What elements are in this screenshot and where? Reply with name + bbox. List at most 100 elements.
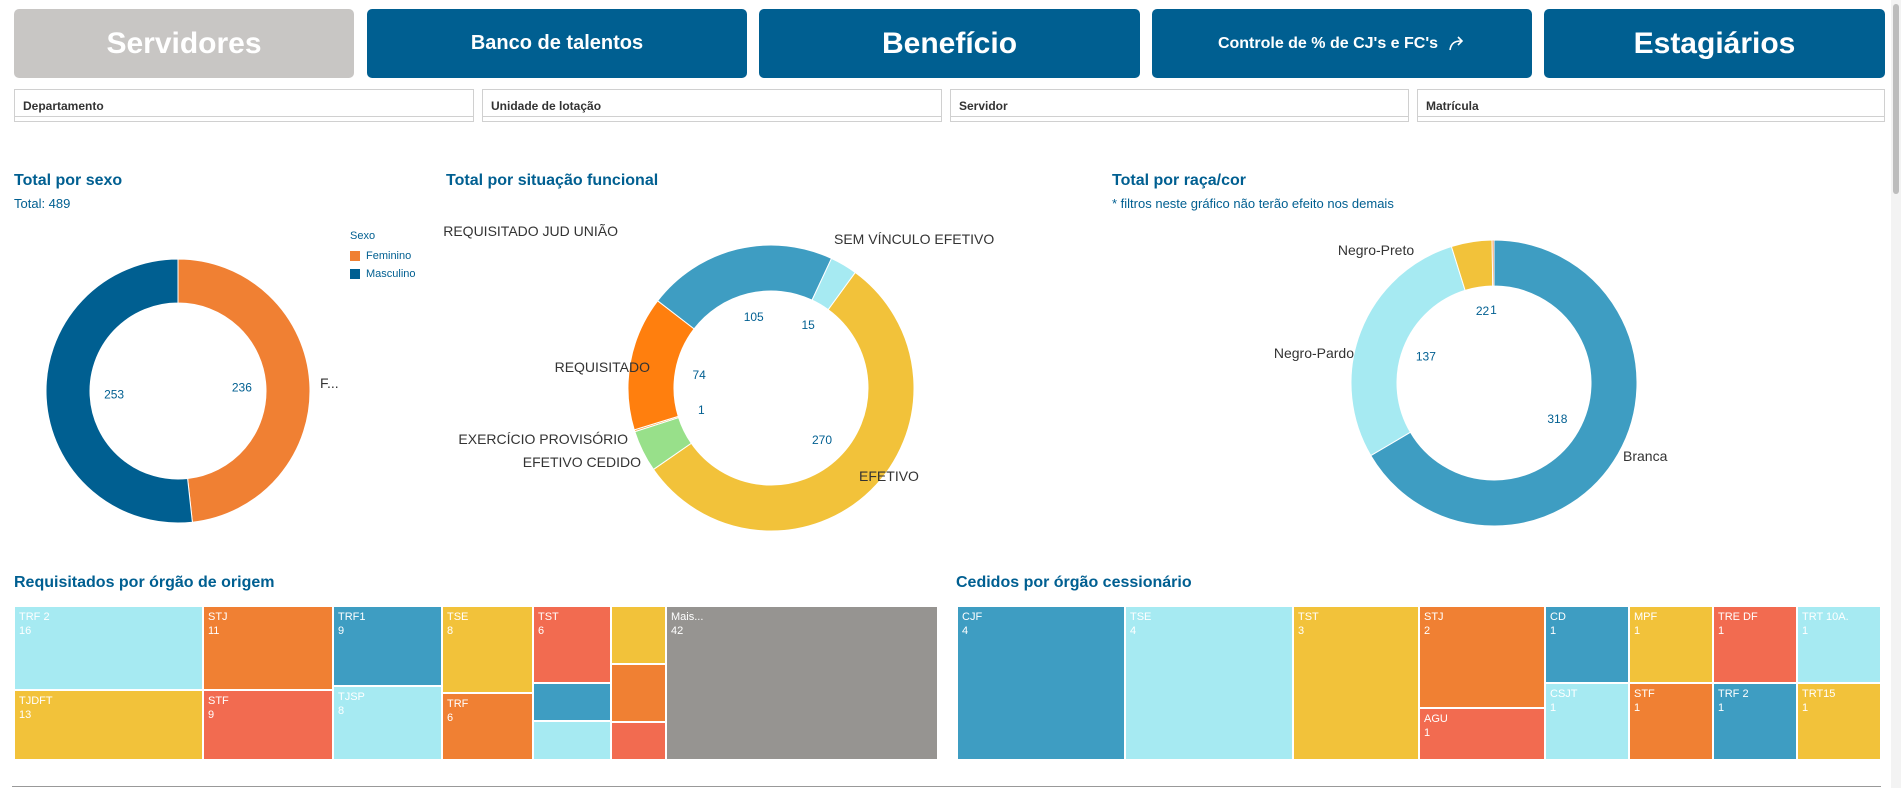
treemap-cell-item-13[interactable] bbox=[611, 722, 666, 760]
treemap-cell-trf-2[interactable]: TRF 2 1 bbox=[1713, 683, 1797, 760]
raca-donut-chart[interactable]: 318 Branca 137 Negro-Pardo 22 Negro-Preto 1 bbox=[1240, 230, 1700, 540]
treemap-cell-label: TRF 2 1 bbox=[1718, 688, 1749, 714]
treemap-cell-trt-10a[interactable]: TRT 10A. 1 bbox=[1797, 606, 1881, 683]
treemap-cell-label: TRF1 9 bbox=[338, 611, 366, 637]
treemap-cell-cd[interactable]: CD 1 bbox=[1545, 606, 1629, 683]
filter-label: Departamento bbox=[23, 99, 104, 113]
nav-banco-talentos-button[interactable]: Banco de talentos bbox=[367, 9, 747, 78]
filter-label: Matrícula bbox=[1426, 99, 1479, 113]
treemap-cell-mpf[interactable]: MPF 1 bbox=[1629, 606, 1713, 683]
requisitados-chart-title: Requisitados por órgão de origem bbox=[14, 574, 275, 591]
slice-category-label: EFETIVO bbox=[859, 468, 919, 484]
treemap-cell-label: CD 1 bbox=[1550, 611, 1566, 637]
sexo-chart-title: Total por sexo bbox=[14, 172, 123, 189]
slice-category-label: Branca bbox=[1623, 448, 1668, 464]
slice-branca[interactable] bbox=[1370, 239, 1638, 527]
sexo-donut-chart[interactable]: 236 F... 253 bbox=[30, 250, 430, 540]
raca-chart-note: * filtros neste gráfico não terão efeito… bbox=[1112, 196, 1394, 211]
treemap-cell-label: Mais... 42 bbox=[671, 611, 704, 637]
treemap-cell-trf-2[interactable]: TRF 2 16 bbox=[14, 606, 203, 690]
treemap-cell-tre-df[interactable]: TRE DF 1 bbox=[1713, 606, 1797, 683]
slice-feminino[interactable] bbox=[177, 258, 311, 523]
nav-beneficio-button[interactable]: Benefício bbox=[759, 9, 1140, 78]
scrollbar-thumb[interactable] bbox=[1893, 4, 1899, 194]
situacao-donut-chart[interactable]: 270 EFETIVO EFETIVO CEDIDO 1 EXERCÍCIO PROVI… bbox=[440, 220, 1000, 540]
legend-swatch-icon bbox=[350, 251, 360, 261]
nav-label: Estagiários bbox=[1633, 26, 1796, 60]
treemap-cell-tst[interactable]: TST 3 bbox=[1293, 606, 1419, 760]
treemap-cell-label: STF 1 bbox=[1634, 688, 1655, 714]
share-arrow-icon bbox=[1448, 35, 1466, 52]
bottom-divider bbox=[12, 786, 1881, 787]
treemap-cell-trt15[interactable]: TRT15 1 bbox=[1797, 683, 1881, 760]
treemap-cell-item-12[interactable] bbox=[611, 664, 666, 722]
treemap-cell-label: TSE 8 bbox=[447, 611, 469, 637]
slice-efetivo[interactable] bbox=[652, 271, 915, 532]
treemap-cell-label: TSE 4 bbox=[1130, 611, 1152, 637]
treemap-cell-label: TST 6 bbox=[538, 611, 559, 637]
nav-estagiarios-button[interactable]: Estagiários bbox=[1544, 9, 1885, 78]
treemap-cell-label: CSJT 1 bbox=[1550, 688, 1578, 714]
treemap-cell-agu[interactable]: AGU 1 bbox=[1419, 708, 1545, 760]
treemap-cell-mais[interactable]: Mais... 42 bbox=[666, 606, 938, 760]
slice-value-label: 1 bbox=[698, 403, 705, 417]
slice-category-label: EFETIVO CEDIDO bbox=[523, 454, 641, 470]
slice-sem-vinculo-efetivo[interactable] bbox=[811, 257, 856, 311]
treemap-cell-csjt[interactable]: CSJT 1 bbox=[1545, 683, 1629, 760]
legend-swatch-icon bbox=[350, 269, 360, 279]
nav-label: Benefício bbox=[881, 26, 1018, 60]
slice-item-3[interactable] bbox=[1491, 239, 1495, 287]
legend-title: Sexo bbox=[350, 230, 376, 242]
vertical-scrollbar[interactable] bbox=[1891, 0, 1901, 788]
unidade-lotacao-filter[interactable]: Unidade de lotação bbox=[482, 89, 942, 122]
treemap-cell-label: TRF 6 bbox=[447, 698, 469, 724]
slice-value-label: 270 bbox=[812, 433, 832, 447]
nav-servidores-button[interactable]: Servidores bbox=[14, 9, 354, 78]
treemap-cell-stf[interactable]: STF 1 bbox=[1629, 683, 1713, 760]
treemap-cell-stf[interactable]: STF 9 bbox=[203, 690, 333, 760]
treemap-cell-label: TJSP 8 bbox=[338, 691, 365, 717]
treemap-cell-tst[interactable]: TST 6 bbox=[533, 606, 611, 683]
slice-negro-pardo[interactable] bbox=[1350, 245, 1466, 457]
cedidos-chart-title: Cedidos por órgão cessionário bbox=[956, 574, 1192, 591]
situacao-chart-title: Total por situação funcional bbox=[446, 172, 659, 189]
treemap-cell-tse[interactable]: TSE 8 bbox=[442, 606, 533, 693]
treemap-cell-label: TST 3 bbox=[1298, 611, 1319, 637]
sexo-legend: Sexo Feminino Masculino bbox=[350, 230, 416, 280]
treemap-cell-tjsp[interactable]: TJSP 8 bbox=[333, 686, 442, 760]
legend-item-masculino[interactable]: Masculino bbox=[350, 268, 416, 280]
legend-label: Feminino bbox=[366, 250, 412, 262]
slice-value-label: 1 bbox=[1490, 303, 1497, 317]
treemap-cell-label: TRF 2 16 bbox=[19, 611, 50, 637]
treemap-cell-label: STJ 2 bbox=[1424, 611, 1444, 637]
treemap-cell-item-10[interactable] bbox=[533, 721, 611, 760]
servidor-filter[interactable]: Servidor bbox=[950, 89, 1409, 122]
treemap-cell-cjf[interactable]: CJF 4 bbox=[957, 606, 1125, 760]
treemap-cell-trf1[interactable]: TRF1 9 bbox=[333, 606, 442, 686]
nav-controle-cj-fc-button[interactable]: Controle de % de CJ's e FC's bbox=[1152, 9, 1532, 78]
raca-chart-title: Total por raça/cor bbox=[1112, 172, 1246, 189]
slice-category-label: REQUISITADO JUD UNIÃO bbox=[443, 223, 618, 239]
slice-category-label: F... bbox=[320, 375, 339, 391]
nav-label: Servidores bbox=[106, 26, 262, 60]
treemap-cell-stj[interactable]: STJ 2 bbox=[1419, 606, 1545, 708]
cedidos-treemap[interactable]: CJF 4 TSE 4 TST 3 STJ 2 AGU 1 CD 1 CSJT 1 MPF 1… bbox=[957, 606, 1881, 760]
slice-category-label: SEM VÍNCULO EFETIVO bbox=[834, 231, 994, 247]
treemap-cell-label: STF 9 bbox=[208, 695, 229, 721]
slice-value-label: 137 bbox=[1416, 350, 1436, 364]
treemap-cell-stj[interactable]: STJ 11 bbox=[203, 606, 333, 690]
treemap-cell-label: CJF 4 bbox=[962, 611, 983, 637]
matricula-filter[interactable]: Matrícula bbox=[1417, 89, 1885, 122]
slice-category-label: REQUISITADO bbox=[555, 359, 651, 375]
departamento-filter[interactable]: Departamento bbox=[14, 89, 474, 122]
treemap-cell-item-9[interactable] bbox=[533, 683, 611, 721]
requisitados-treemap[interactable]: TRF 2 16 TJDFT 13 STJ 11 STF 9 TRF1 9 TJSP 8 T… bbox=[14, 606, 938, 760]
slice-value-label: 22 bbox=[1476, 304, 1490, 318]
treemap-cell-tse[interactable]: TSE 4 bbox=[1125, 606, 1293, 760]
treemap-cell-item-11[interactable] bbox=[611, 606, 666, 664]
slice-masculino[interactable] bbox=[45, 258, 193, 524]
treemap-cell-trf[interactable]: TRF 6 bbox=[442, 693, 533, 760]
treemap-cell-tjdft[interactable]: TJDFT 13 bbox=[14, 690, 203, 760]
legend-label: Masculino bbox=[366, 268, 416, 280]
legend-item-feminino[interactable]: Feminino bbox=[350, 250, 416, 262]
